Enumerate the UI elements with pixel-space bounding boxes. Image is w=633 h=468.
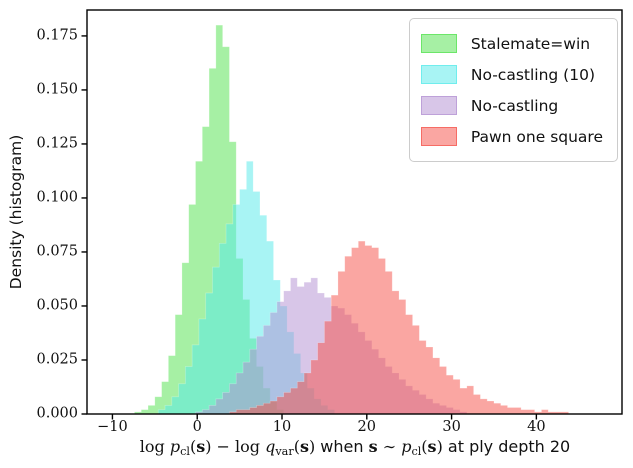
x-axis-label: log pcl(s) − log qvar(s) when s ∼ pcl(s)… [140,437,570,458]
histogram-pawn-one-square [229,240,569,415]
y-tick-label: 0.075 [36,243,78,260]
x-tick-label: 20 [357,419,377,435]
x-axis-label-segment: s [427,437,437,456]
x-axis-label-segment: ) [205,437,212,456]
x-tick-label: 30 [442,419,461,435]
legend-label: No-castling [470,96,559,115]
x-axis-label-segment: ( [293,437,300,456]
y-tick-label: 0.000 [36,405,78,422]
legend-label: No-castling (10) [470,65,595,84]
legend-item-no-castling-10: No-castling (10) [420,59,603,90]
legend-label: Pawn one square [470,127,603,146]
y-tick-label: 0.100 [36,189,78,206]
legend-item-pawn-one-square: Pawn one square [420,121,603,152]
x-axis-label-segment: ( [189,437,197,456]
x-axis-label-segment: s [299,437,309,456]
y-tick-label: 0.050 [36,297,78,314]
x-axis-label-segment: p [401,437,412,456]
x-axis-label-segment: when [315,437,369,456]
x-axis-label-segment: ∼ [377,437,402,456]
x-axis-label-segment: s [196,437,206,456]
y-tick-label: 0.150 [36,81,78,98]
x-axis-label-segment: − [211,437,236,456]
legend: Stalemate=win No-castling (10) No-castling… [408,18,618,162]
x-axis-label-segment: ) [308,437,316,456]
legend-swatch-pawn-one-square [420,127,457,146]
y-axis-label: Density (histogram) [7,134,25,290]
y-tick-label: 0.175 [36,27,78,44]
legend-swatch-no-castling-10 [420,65,457,84]
legend-item-stalemate-win: Stalemate=win [420,28,603,59]
x-tick-label: 40 [527,419,546,435]
x-axis-label-segment: cl [180,444,190,458]
x-axis-label-segment: ( [421,437,428,456]
x-axis-label-segment: var [275,444,294,458]
y-tick-label: 0.025 [36,351,78,368]
x-tick-label: 0 [192,419,202,435]
x-axis-label-segment: ) [436,437,443,456]
x-axis-label-segment: q [265,437,276,456]
x-tick-label: −10 [97,419,128,435]
x-axis-label-segment: cl [411,444,422,458]
x-tick-label: 10 [272,419,292,435]
legend-label: Stalemate=win [470,34,591,53]
axes-frame [86,9,623,415]
x-axis-label-segment: p [169,437,181,456]
legend-swatch-stalemate-win [420,34,457,53]
x-axis-label-segment: s [368,437,378,456]
x-axis-label-segment: at ply depth 20 [442,437,571,456]
x-axis-label-segment: log [139,437,170,456]
y-tick-label: 0.125 [36,135,78,152]
legend-swatch-no-castling [420,96,457,115]
legend-item-no-castling: No-castling [420,90,603,121]
x-axis-label-segment: log [235,437,266,456]
